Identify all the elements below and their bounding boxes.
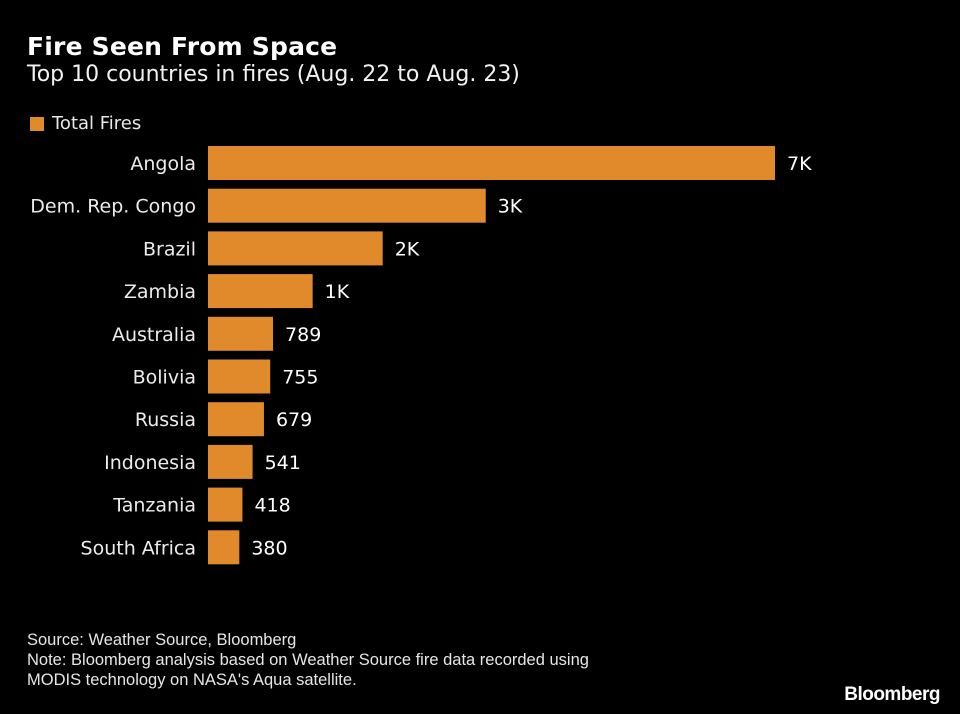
data-label: 755 <box>282 367 318 389</box>
bar-chart: Angola 7K Dem. Rep. Congo 3K Brazil 2K Zambia 1… <box>30 146 812 565</box>
data-label: 679 <box>276 409 312 431</box>
legend-label: Total Fires <box>52 113 142 134</box>
category-label: Tanzania <box>112 495 196 517</box>
bloomberg-logo: Bloomberg <box>844 684 940 705</box>
footer-notes: Source: Weather Source, Bloomberg Note: … <box>27 630 589 690</box>
data-label: 541 <box>265 452 301 474</box>
category-label: Australia <box>112 324 196 346</box>
data-label: 7K <box>787 153 812 175</box>
category-label: Brazil <box>143 238 196 260</box>
legend-swatch <box>30 116 44 131</box>
bar <box>208 274 313 309</box>
legend: Total Fires <box>30 113 141 134</box>
data-label: 2K <box>395 238 420 260</box>
category-label: Indonesia <box>104 452 196 474</box>
data-label: 1K <box>325 281 350 303</box>
category-label: Bolivia <box>133 367 196 389</box>
note-text-line1: Note: Bloomberg analysis based on Weathe… <box>27 651 589 669</box>
category-label: South Africa <box>81 537 196 559</box>
bar <box>208 146 775 180</box>
bar <box>208 359 271 394</box>
category-label: Zambia <box>124 281 196 303</box>
bar <box>208 231 383 266</box>
bar <box>208 188 486 223</box>
data-label: 3K <box>498 196 523 218</box>
bar <box>208 487 243 522</box>
source-text: Source: Weather Source, Bloomberg <box>27 631 297 649</box>
bar <box>208 530 240 565</box>
note-text-line2: MODIS technology on NASA's Aqua satellit… <box>27 671 357 689</box>
data-label: 380 <box>251 537 287 559</box>
chart-title: Fire Seen From Space <box>27 32 338 61</box>
category-label: Angola <box>130 153 196 175</box>
bar <box>208 444 253 479</box>
bar <box>208 402 264 437</box>
category-label: Dem. Rep. Congo <box>30 196 196 218</box>
chart-subtitle: Top 10 countries in fires (Aug. 22 to Au… <box>27 62 520 87</box>
data-label: 789 <box>285 324 321 346</box>
bar <box>208 316 274 351</box>
category-label: Russia <box>135 409 196 431</box>
data-label: 418 <box>254 495 290 517</box>
